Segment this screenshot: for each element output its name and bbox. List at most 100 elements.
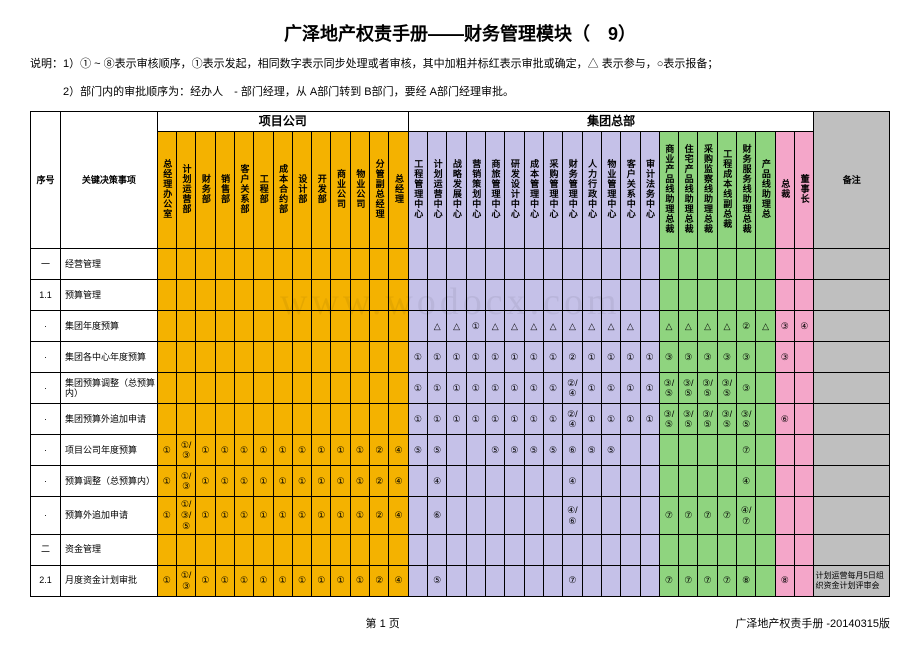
cell-mark <box>524 280 543 311</box>
note-line-2: 2）部门内的审批顺序为：经办人 - 部门经理，从 A部门转到 B部门，要经 A部… <box>30 84 890 102</box>
cell-mark <box>350 311 369 342</box>
cell-mark: ① <box>466 373 485 404</box>
cell-mark: ⑦ <box>698 497 717 534</box>
cell-mark: ② <box>370 435 389 466</box>
cell-mark: ① <box>543 404 562 435</box>
cell-mark: ① <box>254 435 273 466</box>
col-header: 工程部 <box>254 131 273 249</box>
col-header: 成本管理中心 <box>524 131 543 249</box>
cell-mark <box>640 466 659 497</box>
cell-mark: ① <box>234 435 253 466</box>
cell-mark: ① <box>234 565 253 596</box>
cell-mark <box>466 497 485 534</box>
cell-mark: ③/⑤ <box>717 373 736 404</box>
cell-mark <box>292 373 311 404</box>
cell-mark: ① <box>157 466 176 497</box>
cell-mark: △ <box>486 311 505 342</box>
cell-remark: 计划运营每月5日组织资金计划评审会 <box>814 565 890 596</box>
cell-mark <box>447 534 466 565</box>
cell-mark: ① <box>331 497 350 534</box>
cell-mark <box>698 249 717 280</box>
col-header: 计划运营中心 <box>428 131 447 249</box>
cell-remark <box>814 435 890 466</box>
cell-mark <box>254 280 273 311</box>
cell-remark <box>814 342 890 373</box>
cell-mark <box>621 534 640 565</box>
cell-mark <box>176 342 195 373</box>
cell-mark <box>563 534 582 565</box>
cell-mark: ① <box>196 565 215 596</box>
cell-mark <box>621 280 640 311</box>
cell-mark <box>176 280 195 311</box>
cell-remark <box>814 373 890 404</box>
cell-mark <box>717 435 736 466</box>
cell-mark <box>331 280 350 311</box>
cell-mark: ③ <box>698 342 717 373</box>
cell-mark <box>659 534 678 565</box>
table-row: 二资金管理 <box>31 534 890 565</box>
cell-mark <box>543 280 562 311</box>
cell-mark <box>582 534 601 565</box>
cell-mark <box>370 373 389 404</box>
cell-mark <box>582 249 601 280</box>
table-row: ·集团各中心年度预算①①①①①①①①②①①①①③③③③③③ <box>31 342 890 373</box>
cell-mark <box>176 404 195 435</box>
cell-mark <box>292 534 311 565</box>
cell-mark <box>505 466 524 497</box>
cell-mark: ③ <box>737 373 756 404</box>
col-header: 总裁 <box>775 131 794 249</box>
cell-mark: ① <box>640 373 659 404</box>
cell-remark <box>814 404 890 435</box>
cell-mark: ③/⑤ <box>717 404 736 435</box>
cell-item: 预算管理 <box>61 280 158 311</box>
cell-mark <box>659 466 678 497</box>
cell-mark <box>486 280 505 311</box>
cell-remark <box>814 249 890 280</box>
col-header: 总经理 <box>389 131 408 249</box>
cell-mark: ① <box>331 466 350 497</box>
cell-mark <box>524 565 543 596</box>
cell-mark <box>292 342 311 373</box>
cell-mark: △ <box>659 311 678 342</box>
cell-mark: ④/⑥ <box>563 497 582 534</box>
cell-mark: ④ <box>795 311 814 342</box>
cell-mark: ① <box>505 404 524 435</box>
table-row: ·集团年度预算△△①△△△△△△△△△△△△②△③④ <box>31 311 890 342</box>
cell-mark <box>447 497 466 534</box>
footer-version: 广泽地产权责手册 -20140315版 <box>735 615 890 631</box>
cell-mark <box>698 534 717 565</box>
cell-mark <box>370 249 389 280</box>
cell-mark <box>157 534 176 565</box>
cell-mark <box>543 534 562 565</box>
cell-mark <box>775 497 794 534</box>
cell-mark <box>196 249 215 280</box>
col-header: 审计法务中心 <box>640 131 659 249</box>
cell-mark <box>370 342 389 373</box>
cell-mark <box>292 311 311 342</box>
table-row: 一经营管理 <box>31 249 890 280</box>
cell-mark: ① <box>331 435 350 466</box>
cell-mark: ⑦ <box>698 565 717 596</box>
cell-mark <box>679 466 698 497</box>
cell-seq: · <box>31 342 61 373</box>
cell-mark <box>466 249 485 280</box>
cell-mark <box>273 311 292 342</box>
cell-item: 集团预算调整（总预算内） <box>61 373 158 404</box>
cell-mark: ⑦ <box>679 565 698 596</box>
cell-mark: △ <box>756 311 775 342</box>
cell-mark <box>640 311 659 342</box>
col-header: 客户关系部 <box>234 131 253 249</box>
cell-mark <box>157 404 176 435</box>
cell-mark: ① <box>215 565 234 596</box>
cell-mark <box>196 534 215 565</box>
cell-mark <box>292 404 311 435</box>
cell-mark: △ <box>543 311 562 342</box>
cell-mark <box>756 342 775 373</box>
table-row: ·项目公司年度预算①①/③①①①①①①①①①②④⑤⑤⑤⑤⑤⑤⑥⑤⑤⑦ <box>31 435 890 466</box>
cell-mark <box>389 249 408 280</box>
cell-mark: ① <box>312 466 331 497</box>
cell-seq: · <box>31 435 61 466</box>
cell-mark: ① <box>621 373 640 404</box>
cell-mark <box>215 373 234 404</box>
cell-item: 集团预算外追加申请 <box>61 404 158 435</box>
